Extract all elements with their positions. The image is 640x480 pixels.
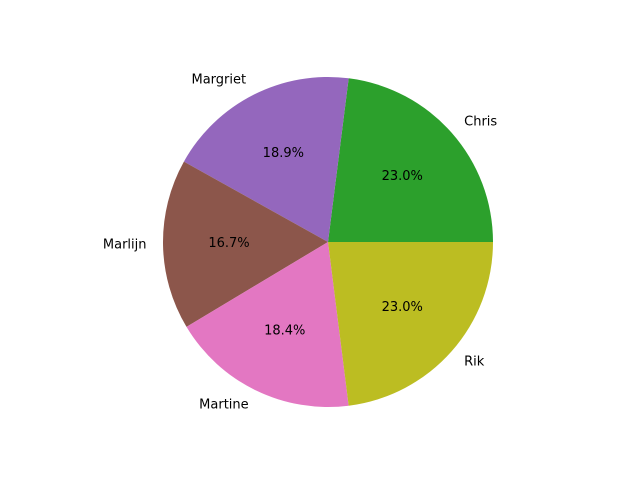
pie-slice-rik	[328, 242, 493, 406]
slice-label-chris: Chris	[464, 114, 497, 129]
pie-slice-marlijn	[163, 161, 328, 327]
slice-label-marlijn: Marlijn	[103, 237, 147, 252]
pct-label-martine: 18.4%	[264, 324, 305, 339]
pie-slice-chris	[328, 78, 493, 242]
slice-label-margriet: Margriet	[191, 73, 246, 88]
pct-label-chris: 23.0%	[382, 169, 423, 184]
pie-labels: Chris 23.0% Margriet 18.9% Marlijn 16.7% Marti…	[103, 73, 498, 413]
pie-slice-margriet	[183, 76, 349, 242]
pct-label-marlijn: 16.7%	[208, 236, 249, 251]
pct-label-rik: 23.0%	[382, 300, 423, 315]
pie-slices	[163, 76, 493, 407]
pct-label-margriet: 18.9%	[263, 146, 304, 161]
pie-slice-martine	[186, 242, 349, 407]
slice-label-martine: Martine	[199, 398, 248, 413]
slice-label-rik: Rik	[464, 355, 485, 370]
